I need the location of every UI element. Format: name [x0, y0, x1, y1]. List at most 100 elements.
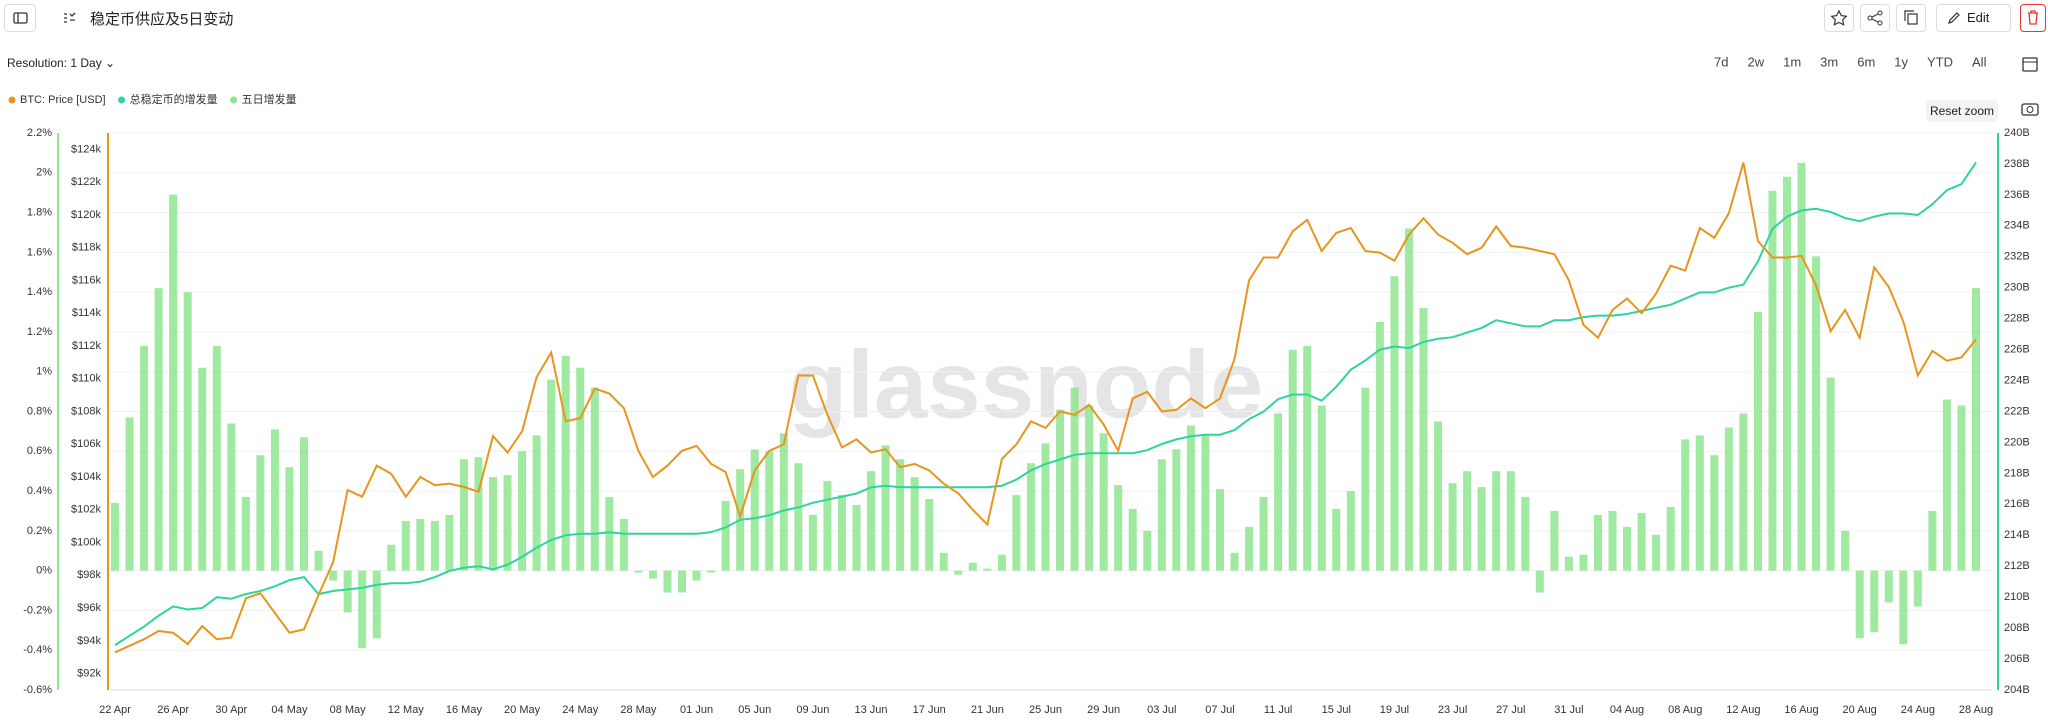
bar: [707, 570, 716, 573]
bar: [1564, 556, 1573, 571]
bar: [910, 477, 919, 571]
bar: [459, 459, 468, 571]
bar: [1026, 463, 1035, 571]
tick-label: 226B: [2004, 344, 2030, 356]
legend-marker: [118, 96, 126, 104]
bar: [1884, 570, 1893, 603]
bar: [1215, 489, 1224, 571]
bar: [1506, 471, 1515, 571]
x-tick-label: 22 Apr: [99, 704, 131, 716]
tick-label: 214B: [2004, 529, 2030, 541]
range-button[interactable]: 2w: [1747, 54, 1764, 69]
watermark: glassnode: [789, 331, 1264, 438]
bar: [227, 423, 236, 571]
tick-label: 238B: [2004, 158, 2030, 170]
tick-label: 222B: [2004, 405, 2030, 417]
tick-label: $100k: [71, 536, 101, 548]
chart-title: 稳定币供应及5日变动: [90, 11, 234, 28]
list-icon[interactable]: [62, 10, 78, 26]
bar: [867, 471, 876, 571]
bar: [1245, 526, 1254, 571]
tick-label: 1.2%: [27, 326, 52, 338]
bar: [1419, 308, 1428, 571]
range-button[interactable]: 1y: [1894, 54, 1908, 69]
tick-label: 2%: [36, 167, 52, 179]
bar: [997, 554, 1006, 571]
bar: [1521, 497, 1530, 571]
tick-label: -0.6%: [23, 684, 52, 696]
bar: [1550, 510, 1559, 571]
range-button[interactable]: 7d: [1714, 54, 1728, 69]
resolution-select[interactable]: Resolution: 1 Day ⌄: [7, 56, 116, 70]
range-button[interactable]: 6m: [1857, 54, 1875, 69]
x-tick-label: 11 Jul: [1264, 704, 1293, 716]
bar: [489, 477, 498, 571]
bar: [1593, 514, 1602, 571]
tick-label: 0.8%: [27, 405, 52, 417]
bar: [968, 562, 977, 571]
bar: [1041, 443, 1050, 571]
legend-label[interactable]: 五日增发量: [242, 92, 297, 106]
bar: [721, 501, 730, 571]
bar: [1972, 288, 1980, 571]
bar: [1186, 425, 1195, 571]
bar: [794, 463, 803, 571]
bar: [1317, 405, 1326, 571]
bar: [765, 451, 774, 571]
bar: [678, 570, 687, 593]
x-tick-label: 29 Jun: [1087, 704, 1120, 716]
bar: [372, 570, 381, 639]
tick-label: -0.4%: [23, 644, 52, 656]
bar: [212, 345, 221, 571]
tick-label: $124k: [71, 143, 101, 155]
bar: [1361, 387, 1370, 571]
icon: [13, 12, 28, 24]
sidebar-toggle[interactable]: [4, 4, 36, 32]
x-tick-label: 26 Apr: [157, 704, 189, 716]
copy-button[interactable]: [1896, 4, 1926, 32]
tick-label: $108k: [71, 405, 101, 417]
x-tick-label: 04 May: [271, 704, 308, 716]
tick-label: 232B: [2004, 251, 2030, 263]
tick-label: $120k: [71, 209, 101, 221]
legend-label[interactable]: BTC: Price [USD]: [20, 94, 106, 106]
screenshot-button[interactable]: [2018, 96, 2042, 120]
bar: [634, 570, 643, 573]
bar: [300, 437, 309, 571]
bar: [1899, 570, 1908, 645]
tick-label: 210B: [2004, 591, 2030, 603]
bar: [1172, 449, 1181, 571]
bar: [1463, 471, 1472, 571]
bar: [183, 292, 192, 571]
range-button[interactable]: YTD: [1927, 54, 1953, 69]
x-tick-label: 17 Jun: [913, 704, 946, 716]
range-button[interactable]: All: [1972, 54, 1987, 69]
bar: [1928, 510, 1937, 571]
tick-label: 0.4%: [27, 485, 52, 497]
bar: [823, 481, 832, 571]
bar: [503, 475, 512, 571]
icon: [1867, 10, 1883, 26]
bar: [1259, 497, 1268, 571]
delete-button[interactable]: [2020, 4, 2046, 32]
bar: [474, 457, 483, 571]
share-button[interactable]: [1860, 4, 1890, 32]
reset-zoom-button[interactable]: Reset zoom: [1926, 100, 1998, 122]
legend-label[interactable]: 总稳定币的增发量: [130, 92, 218, 106]
star-button[interactable]: [1824, 4, 1854, 32]
x-tick-label: 01 Jun: [680, 704, 713, 716]
range-button[interactable]: 3m: [1820, 54, 1838, 69]
calendar-button[interactable]: [2018, 52, 2042, 76]
bar: [1404, 228, 1413, 571]
bar: [663, 570, 672, 593]
tick-label: $102k: [71, 504, 101, 516]
line: [114, 161, 1977, 646]
edit-button[interactable]: Edit: [1936, 4, 2011, 32]
range-button[interactable]: 1m: [1783, 54, 1801, 69]
bar: [1099, 433, 1108, 571]
x-tick-label: 30 Apr: [215, 704, 247, 716]
bar: [1288, 349, 1297, 571]
tick-label: 206B: [2004, 653, 2030, 665]
tick-label: 236B: [2004, 189, 2030, 201]
